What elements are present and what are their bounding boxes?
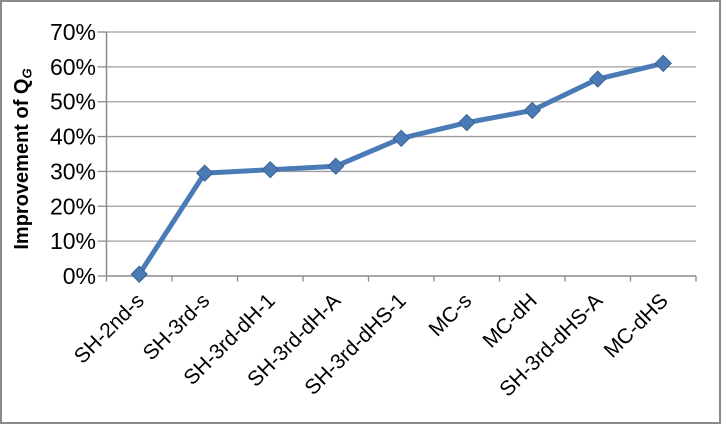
data-point-marker [327,157,345,175]
y-tick-label: 30% [50,158,96,184]
data-point-marker [458,113,476,132]
data-point-marker [261,160,279,179]
y-tick-label: 60% [50,54,96,80]
data-point-marker [196,164,214,182]
x-category-label: MC-dH [478,289,541,352]
y-tick-label: 10% [50,228,96,254]
y-tick-label: 0% [63,263,96,289]
x-category-label: MC-s [425,289,477,341]
y-tick-label: 20% [50,193,96,219]
data-point-marker [589,70,607,88]
series-line [136,60,666,277]
data-point-marker [523,101,541,120]
data-point-marker [392,129,410,148]
y-tick-label: 70% [50,19,96,45]
data-point-marker [654,54,672,73]
y-tick-label: 50% [50,89,96,115]
y-tick-label: 40% [50,124,96,150]
x-category-label: SH-2nd-s [70,289,149,368]
chart-frame [0,0,721,424]
data-point-marker [130,265,148,283]
x-category-label: MC-dHS [600,289,673,362]
